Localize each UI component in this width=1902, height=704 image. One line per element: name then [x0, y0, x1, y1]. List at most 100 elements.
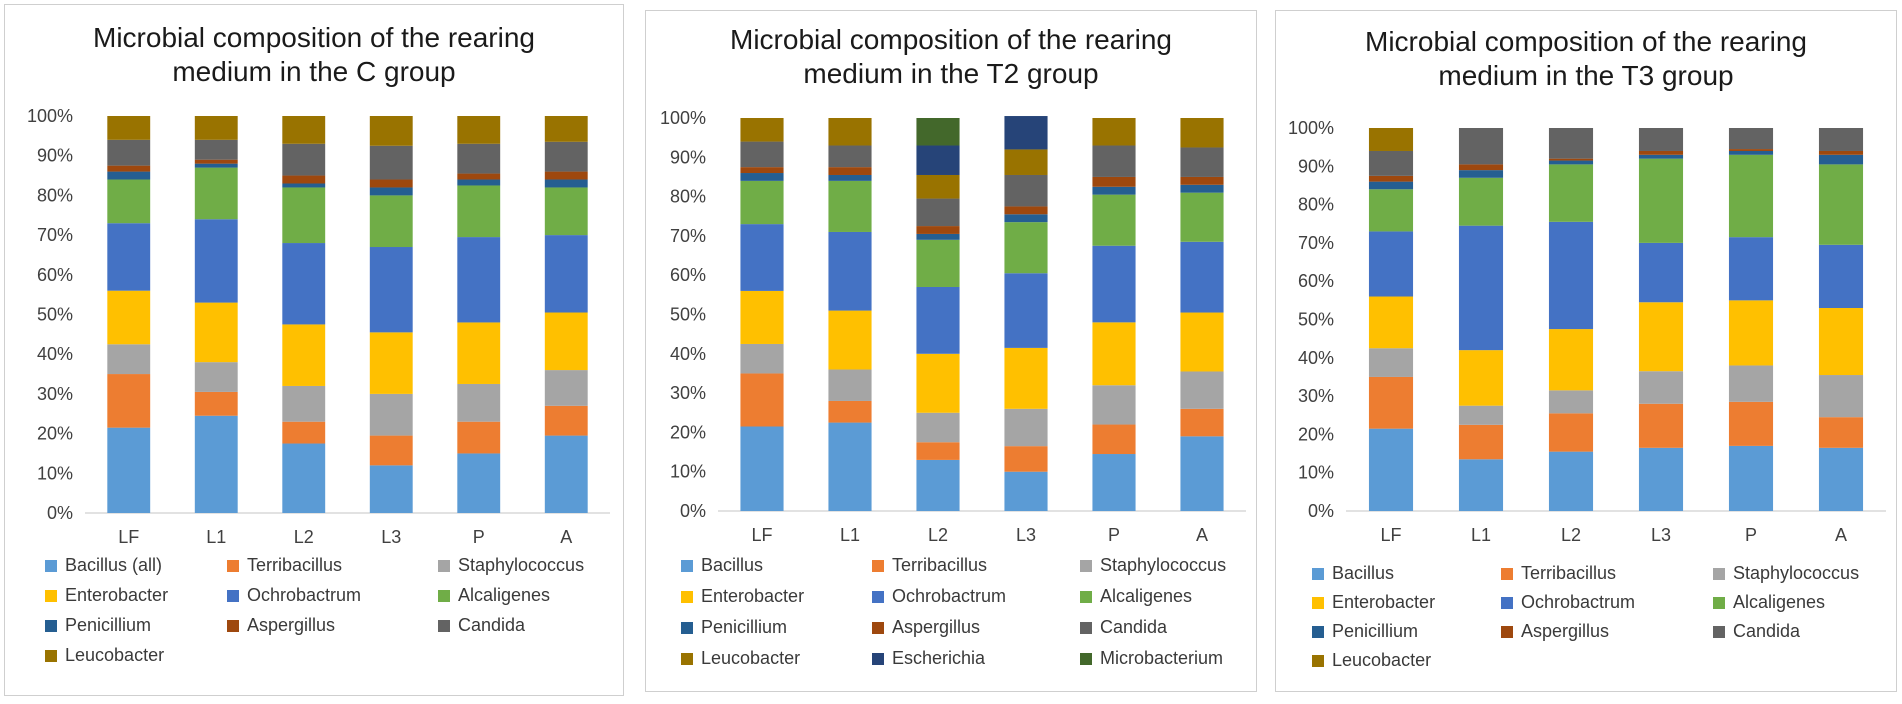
- bar-segment-ochrobactrum-p: [1092, 245, 1136, 323]
- legend-swatch-alcaligenes: [1713, 597, 1725, 609]
- x-tick-label: LF: [118, 527, 139, 547]
- y-tick-label: 10%: [37, 463, 73, 483]
- bar-segment-staphylococcus-lf: [1368, 348, 1414, 377]
- legend-swatch-penicillium: [681, 622, 693, 634]
- legend-swatch-aspergillus: [227, 620, 239, 632]
- bar-segment-penicillium-l1: [828, 174, 872, 181]
- chart-panel-t3-group: Microbial composition of the rearing medi…: [1275, 10, 1897, 692]
- bar-segment-candida-l2: [916, 198, 960, 227]
- bar-segment-aspergillus-lf: [740, 167, 784, 174]
- bar-segment-penicillium-l3: [1004, 214, 1048, 223]
- bar-segment-bacillus-l3: [1004, 471, 1048, 511]
- bar-segment-ochrobactrum-l3: [1638, 242, 1684, 303]
- y-tick-label: 80%: [1298, 195, 1334, 215]
- bar-segment-bacillus-l1: [828, 422, 872, 511]
- bar-segment-terribacillus-a: [1180, 408, 1224, 437]
- legend-label-penicillium: Penicillium: [701, 617, 787, 637]
- bar-segment-alcaligenes-l2: [916, 239, 960, 287]
- y-tick-label: 100%: [660, 108, 706, 128]
- legend-swatch-leucobacter: [1312, 655, 1324, 667]
- chart-title-line: medium in the C group: [172, 56, 455, 87]
- bar-segment-terribacillus-l3: [369, 435, 413, 466]
- legend-label-alcaligenes: Alcaligenes: [1733, 592, 1825, 612]
- legend-label-enterobacter: Enterobacter: [1332, 592, 1435, 612]
- bar-segment-aspergillus-l1: [1458, 164, 1504, 171]
- legend-swatch-enterobacter: [1312, 597, 1324, 609]
- bar-segment-aspergillus-a: [1818, 150, 1864, 155]
- legend-label-bacillus: Bacillus: [701, 555, 763, 575]
- bar-segment-terribacillus-l1: [1458, 424, 1504, 460]
- legend-swatch-aspergillus: [1501, 626, 1513, 638]
- legend-swatch-terribacillus: [227, 560, 239, 572]
- bar-segment-staphylococcus-l1: [828, 369, 872, 401]
- y-tick-label: 90%: [670, 147, 706, 167]
- bar-segment-alcaligenes-l2: [282, 187, 326, 244]
- bar-segment-candida-l3: [1004, 174, 1048, 207]
- legend-swatch-ochrobactrum: [227, 590, 239, 602]
- bar-segment-aspergillus-p: [457, 173, 501, 180]
- bar-segment-terribacillus-a: [1818, 417, 1864, 448]
- bar-segment-leucobacter-lf: [740, 118, 784, 142]
- bar-segment-terribacillus-l2: [916, 442, 960, 460]
- legend-swatch-aspergillus: [872, 622, 884, 634]
- bar-segment-penicillium-lf: [107, 171, 151, 180]
- bar-segment-leucobacter-l3: [369, 116, 413, 146]
- bar-segment-candida-a: [1180, 147, 1224, 177]
- legend-label-alcaligenes: Alcaligenes: [1100, 586, 1192, 606]
- bar-segment-enterobacter-l2: [282, 324, 326, 386]
- bar-segment-candida-l3: [1638, 128, 1684, 151]
- bar-segment-terribacillus-l1: [828, 400, 872, 423]
- bar-segment-staphylococcus-a: [1818, 375, 1864, 418]
- bar-segment-bacillus-all-l2: [282, 443, 326, 513]
- bar-segment-penicillium-l2: [916, 233, 960, 240]
- bar-segment-bacillus-a: [1180, 436, 1224, 511]
- bar-segment-enterobacter-l3: [1004, 347, 1048, 409]
- bar-segment-penicillium-p: [1728, 150, 1774, 155]
- y-tick-label: 100%: [1288, 118, 1334, 138]
- bar-segment-enterobacter-l1: [194, 302, 238, 363]
- bar-segment-aspergillus-l3: [1004, 206, 1048, 215]
- bar-segment-alcaligenes-a: [544, 187, 588, 236]
- bar-segment-leucobacter-a: [544, 116, 588, 142]
- legend-label-enterobacter: Enterobacter: [701, 586, 804, 606]
- bar-segment-enterobacter-l1: [1458, 350, 1504, 406]
- y-tick-label: 50%: [670, 305, 706, 325]
- bar-segment-aspergillus-l3: [369, 179, 413, 188]
- bar-segment-alcaligenes-a: [1818, 164, 1864, 245]
- bar-segment-bacillus-all-lf: [107, 427, 151, 513]
- bar-segment-bacillus-lf: [740, 426, 784, 511]
- x-tick-label: L3: [381, 527, 401, 547]
- bar-segment-staphylococcus-l2: [282, 385, 326, 422]
- bar-segment-enterobacter-a: [1818, 308, 1864, 376]
- bar-segment-penicillium-a: [544, 179, 588, 188]
- bar-segment-enterobacter-lf: [107, 290, 151, 345]
- bar-segment-bacillus-l1: [1458, 459, 1504, 511]
- legend-label-terribacillus: Terribacillus: [247, 555, 342, 575]
- legend-swatch-staphylococcus: [1713, 568, 1725, 580]
- bar-segment-enterobacter-lf: [740, 290, 784, 344]
- legend-label-leucobacter: Leucobacter: [65, 645, 164, 665]
- bar-segment-penicillium-l1: [1458, 170, 1504, 178]
- y-tick-label: 70%: [670, 226, 706, 246]
- legend-label-escherichia: Escherichia: [892, 648, 986, 668]
- bar-segment-penicillium-l2: [282, 183, 326, 188]
- bar-segment-ochrobactrum-l3: [369, 247, 413, 333]
- legend-swatch-terribacillus: [1501, 568, 1513, 580]
- bar-segment-terribacillus-a: [544, 405, 588, 436]
- bar-segment-candida-a: [544, 141, 588, 172]
- y-tick-label: 10%: [670, 462, 706, 482]
- bar-segment-leucobacter-l2: [282, 116, 326, 144]
- bar-segment-ochrobactrum-lf: [740, 224, 784, 291]
- legend-swatch-penicillium: [45, 620, 57, 632]
- x-tick-label: L1: [206, 527, 226, 547]
- y-tick-label: 60%: [1298, 271, 1334, 291]
- bar-segment-alcaligenes-l3: [1004, 222, 1048, 274]
- bar-segment-ochrobactrum-l2: [282, 243, 326, 325]
- x-tick-label: L3: [1651, 525, 1671, 545]
- y-tick-label: 20%: [1298, 424, 1334, 444]
- chart-title-line: Microbial composition of the rearing: [93, 22, 535, 53]
- bar-segment-aspergillus-p: [1092, 176, 1136, 187]
- legend-label-leucobacter: Leucobacter: [1332, 650, 1431, 670]
- chart-panel-c-group: Microbial composition of the rearing medi…: [4, 4, 624, 696]
- bar-segment-aspergillus-p: [1728, 149, 1774, 151]
